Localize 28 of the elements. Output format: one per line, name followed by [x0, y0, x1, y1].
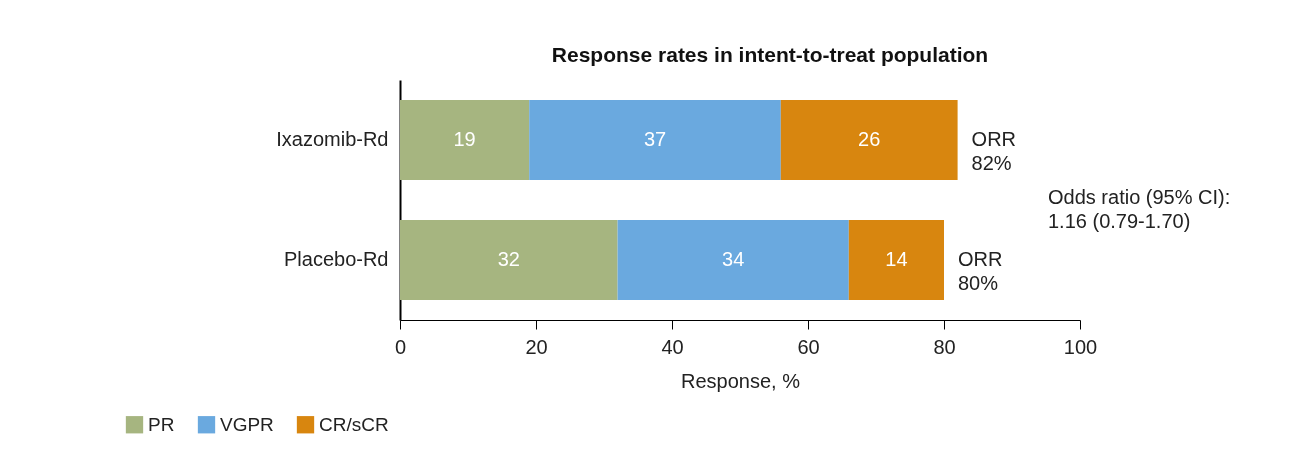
data-label: 32: [497, 248, 520, 270]
bar: [780, 99, 958, 181]
annotation: ORR 82%: [971, 128, 1017, 174]
legend-label: CR/sCR: [319, 413, 389, 435]
chart-title: Response rates in intent-to-treat population: [551, 43, 989, 66]
data-label: 14: [885, 248, 908, 270]
annotation: Odds ratio (95% CI): 1.16 (0.79-1.70): [1048, 186, 1231, 232]
x-tick-label: 20: [525, 335, 548, 358]
x-tick-label: 0: [394, 335, 407, 358]
x-tick-label: 80: [933, 335, 956, 358]
data-label: 26: [858, 128, 881, 150]
bar: [400, 219, 618, 301]
bar: [848, 219, 944, 301]
x-axis-title: Response, %: [681, 369, 801, 392]
legend-label: PR: [148, 413, 175, 435]
data-label: 34: [722, 248, 745, 270]
data-label: 37: [643, 128, 667, 150]
x-tick-label: 40: [661, 335, 684, 358]
y-tick-label: Placebo-Rd: [283, 248, 389, 270]
legend-label: VGPR: [220, 413, 274, 435]
bar: [617, 219, 849, 301]
annotation: ORR 80%: [958, 248, 1003, 294]
x-tick-label: 100: [1063, 335, 1098, 358]
y-tick-label: Ixazomib-Rd: [276, 128, 389, 150]
bar: [400, 99, 530, 181]
data-label: 19: [453, 128, 476, 150]
x-tick-label: 60: [797, 335, 820, 358]
bar: [529, 99, 781, 181]
